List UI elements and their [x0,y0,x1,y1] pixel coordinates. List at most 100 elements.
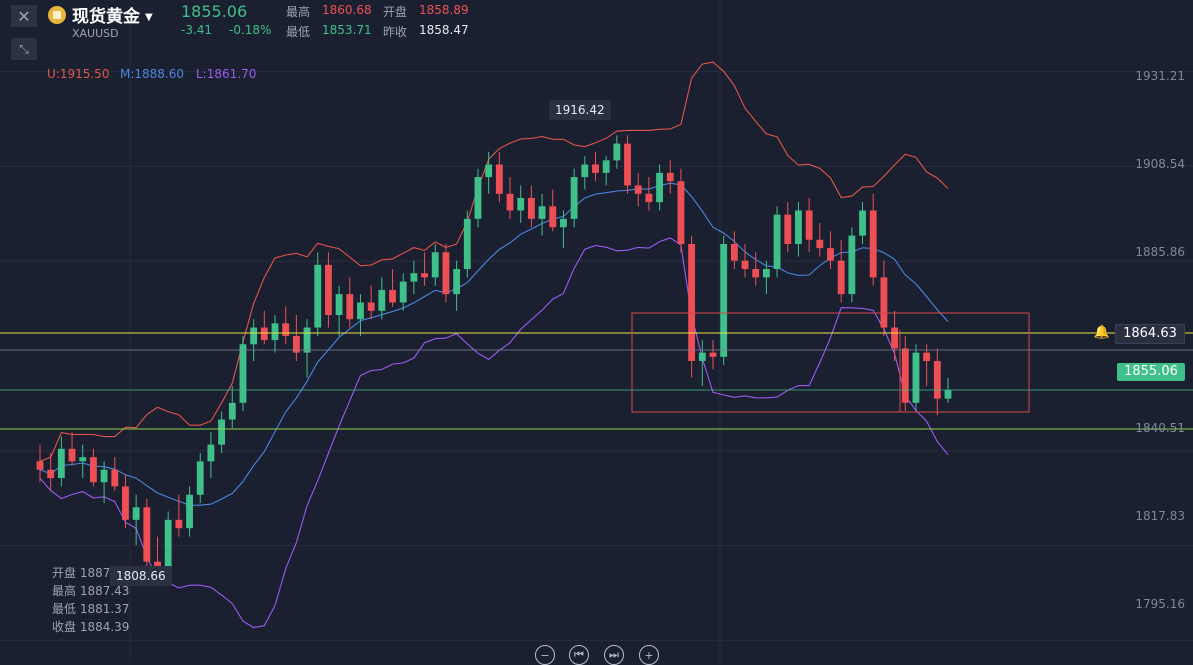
candle-body [784,214,792,244]
candle-body [100,469,108,483]
hover-high: 最高 1887.43 [52,584,130,598]
collapse-button[interactable]: ⤡ [11,38,37,60]
current-price-tag: 1855.06 [1117,363,1185,381]
candle-body [111,469,119,487]
candle-body [720,243,728,357]
boll-lower: L:1861.70 [196,67,257,81]
y-tick: 1885.86 [1135,245,1185,259]
candle-body [880,277,888,328]
candle-body [666,172,674,182]
candle-body [421,273,428,278]
upper-band-line [39,61,949,462]
y-tick: 1931.21 [1135,69,1185,83]
candle-body [933,361,941,399]
candle-body [773,214,781,270]
boll-middle: M:1888.60 [120,67,185,81]
candle-body [506,193,514,211]
high-value: 1860.68 [322,3,372,17]
candle-body [495,164,503,194]
candle-body [89,457,97,483]
instrument-selector[interactable]: 现货黄金 ▼ [72,2,153,27]
candle-body [688,243,696,361]
candle-body [698,352,706,361]
skip-forward-icon: ⏭ [609,648,619,661]
candle-body [196,461,204,495]
chart-overlays [0,312,1193,430]
candle-body [645,193,653,203]
close-button[interactable]: ✕ [11,5,37,27]
candle-body [560,218,567,228]
prev-close-label: 昨收 [383,25,408,39]
candle-body [164,519,172,575]
candle-body [143,507,151,562]
candle-body [517,197,525,211]
candle-body [389,289,396,303]
candle-body [410,273,418,282]
candles [36,135,952,583]
scroll-forward-button[interactable]: ⏭ [604,645,624,665]
candle-body [335,294,343,316]
candle-body [485,164,493,178]
candle-body [656,172,663,203]
y-tick: 1908.54 [1135,157,1185,171]
last-price: 1855.06 [181,2,248,21]
candle-body [709,352,717,357]
collapse-icon: ⤡ [19,41,29,56]
candle-body [923,352,931,361]
candle-body [730,243,738,261]
price-change: -3.41 [181,23,213,37]
candle-body [848,235,856,295]
scroll-back-button[interactable]: ⏮ [569,645,589,665]
candle-body [762,269,770,278]
candle-body [260,327,268,341]
candle-body [527,197,535,219]
candle-body [122,486,129,520]
instrument-symbol: XAUUSD [72,27,119,40]
range-box [631,312,1030,413]
y-tick: 1817.83 [1135,509,1185,523]
alert-price-tag[interactable]: 1864.63 [1115,324,1185,344]
candle-body [399,281,407,303]
candle-body [549,206,557,228]
hover-close: 收盘 1884.39 [52,620,130,634]
bell-icon[interactable]: 🔔 [1093,325,1111,340]
candle-body [325,264,332,316]
candle-body [442,252,450,295]
candle-body [816,239,824,249]
candle-body [367,302,375,311]
candle-body [357,302,364,320]
candle-body [314,264,322,328]
chevron-down-icon: ▼ [145,11,153,23]
zoom-in-button[interactable]: + [639,645,659,665]
candle-body [677,181,685,244]
candle-body [634,185,642,194]
candle-body [36,461,44,470]
high-label: 最高 [286,5,311,19]
candle-body [752,269,760,278]
skip-back-icon: ⏮ [574,648,584,661]
candle-body [378,289,386,311]
open-value: 1858.89 [419,3,469,17]
zoom-out-icon: − [540,648,550,662]
close-icon: ✕ [17,6,31,26]
candle-body [57,448,65,479]
candle-body [581,164,589,178]
candle-body [570,177,578,219]
candle-body [431,252,439,278]
candle-body [463,218,471,270]
candle-body [132,507,140,520]
candle-body [474,177,482,219]
candle-body [207,444,215,462]
candle-body [805,210,813,240]
candle-body [827,248,834,261]
candle-body [79,457,87,462]
zoom-out-button[interactable]: − [535,645,555,665]
candle-body [592,164,599,173]
candle-body [795,210,802,244]
candle-body [47,469,55,479]
candle-body [837,260,845,295]
candle-body [602,160,610,173]
max-price-label: 1916.42 [549,100,611,120]
